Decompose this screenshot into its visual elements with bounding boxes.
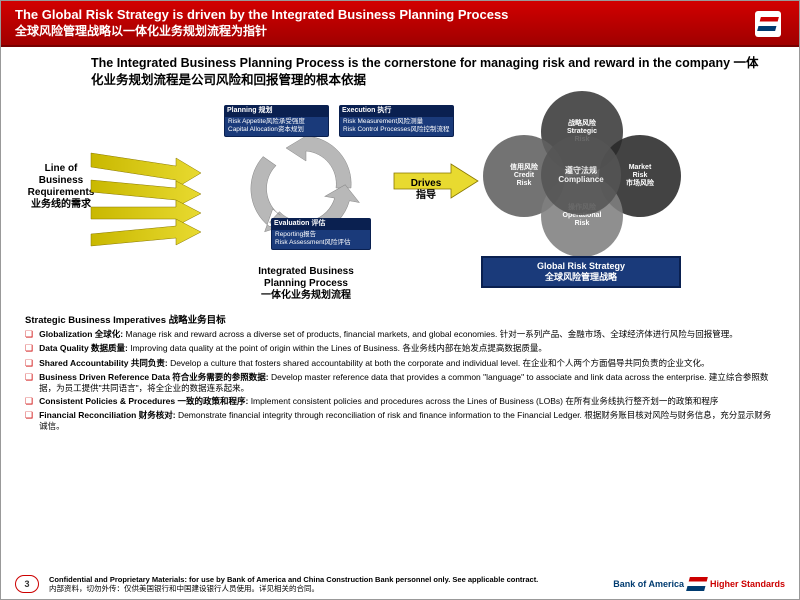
header-en: The Global Risk Strategy is driven by th…	[15, 7, 785, 24]
planning-box: Planning 规划 Risk Appetite风险承受强度Capital A…	[224, 105, 329, 137]
page-number: 3	[15, 575, 39, 593]
diagram-area: Line ofBusinessRequirements业务线的需求 Planni…	[11, 93, 789, 308]
input-arrows-icon	[86, 138, 216, 258]
flag-icon	[686, 577, 708, 591]
evaluation-box: Evaluation 评估 Reporting报告Risk Assessment…	[271, 218, 371, 250]
imperatives-title: Strategic Business Imperatives 战略业务目标	[25, 312, 775, 326]
bullet-icon: ❏	[25, 410, 33, 431]
imperatives-section: Strategic Business Imperatives 战略业务目标 ❏G…	[1, 308, 799, 439]
header-logo-icon	[755, 11, 781, 37]
slide-header: The Global Risk Strategy is driven by th…	[1, 1, 799, 47]
subtitle: The Integrated Business Planning Process…	[1, 47, 799, 93]
ibpp-label: Integrated BusinessPlanning Process一体化业务…	[226, 266, 386, 302]
header-cn: 全球风险管理战略以一体化业务规划流程为指针	[15, 24, 785, 40]
venn-diagram: 战略风险StrategicRisk 信用风险CreditRisk MarketR…	[471, 93, 691, 258]
bullet-icon: ❏	[25, 396, 33, 407]
imperative-item: ❏Consistent Policies & Procedures 一致的政策和…	[25, 396, 775, 407]
bullet-icon: ❏	[25, 358, 33, 369]
imperative-item: ❏Business Driven Reference Data 符合业务需要的参…	[25, 372, 775, 393]
venn-compliance: 遵守法规Compliance	[541, 135, 621, 215]
footer: 3 Confidential and Proprietary Materials…	[1, 575, 799, 593]
bullet-icon: ❏	[25, 329, 33, 340]
confidential-text: Confidential and Proprietary Materials: …	[49, 575, 613, 593]
footer-logo: Bank of America Higher Standards	[613, 577, 785, 591]
grs-box: Global Risk Strategy全球风险管理战略	[481, 256, 681, 288]
imperative-item: ❏Financial Reconciliation 财务核对: Demonstr…	[25, 410, 775, 431]
execution-box: Execution 执行 Risk Measurement风险测量Risk Co…	[339, 105, 454, 137]
imperative-item: ❏Data Quality 数据质量: Improving data quali…	[25, 343, 775, 354]
imperative-item: ❏Globalization 全球化: Manage risk and rewa…	[25, 329, 775, 340]
imperative-item: ❏Shared Accountability 共同负责: Develop a c…	[25, 358, 775, 369]
bullet-icon: ❏	[25, 372, 33, 393]
drives-label: Drives指导	[406, 178, 446, 202]
bullet-icon: ❏	[25, 343, 33, 354]
